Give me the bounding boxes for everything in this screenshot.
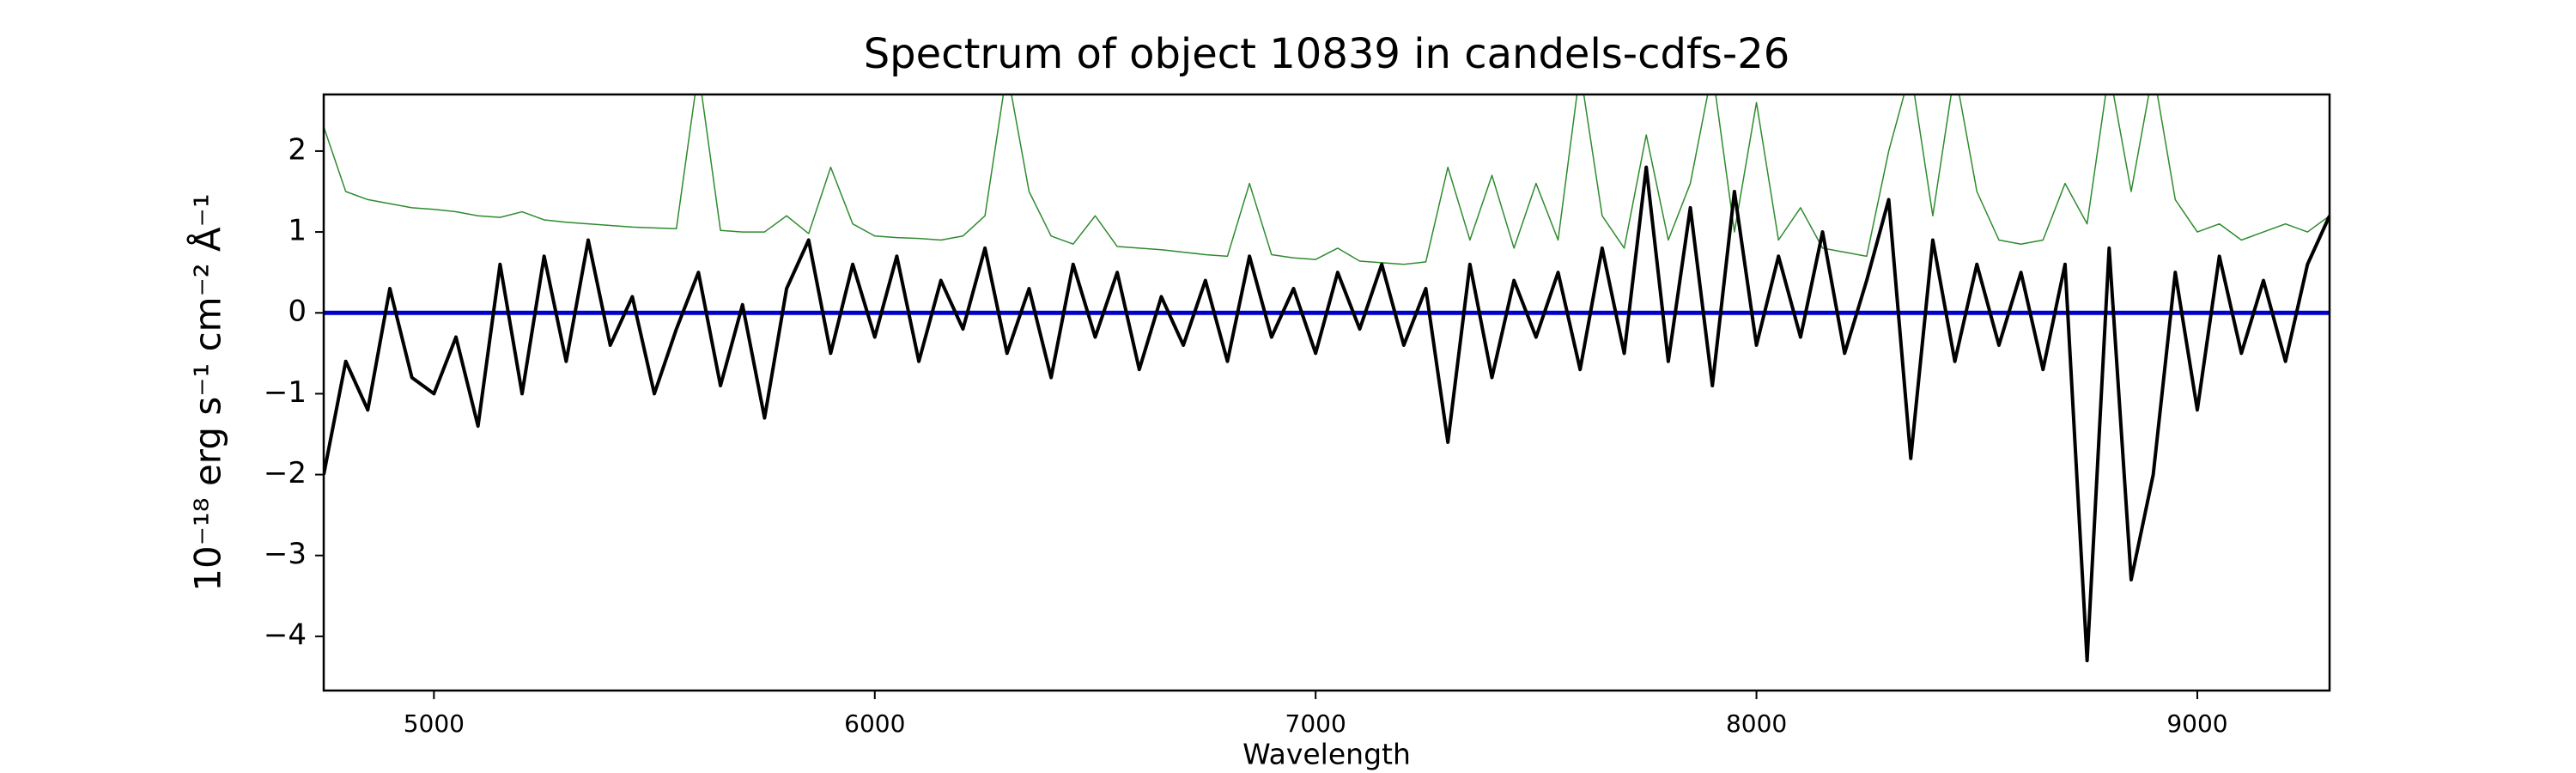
x-tick-label: 6000 xyxy=(844,709,905,738)
y-tick-label: 0 xyxy=(288,295,307,329)
spectrum-line xyxy=(324,165,2330,663)
y-tick-label: −2 xyxy=(264,456,307,490)
x-axis-label: Wavelength xyxy=(1242,738,1411,771)
x-tick-label: 5000 xyxy=(404,709,465,738)
y-tick-label: −3 xyxy=(264,537,307,571)
y-tick-label: 2 xyxy=(288,132,307,167)
y-tick-label: −4 xyxy=(264,618,307,652)
x-tick-label: 9000 xyxy=(2166,709,2227,738)
chart-title: Spectrum of object 10839 in candels-cdfs… xyxy=(864,30,1790,78)
axes-frame xyxy=(322,93,2331,692)
y-tick-label: 1 xyxy=(288,214,307,248)
y-tick-label: −1 xyxy=(264,375,307,410)
x-tick-label: 7000 xyxy=(1285,709,1346,738)
plot-area xyxy=(324,94,2330,663)
x-tick-label: 8000 xyxy=(1726,709,1787,738)
y-axis-label: 10⁻¹⁸ erg s⁻¹ cm⁻² Å⁻¹ xyxy=(186,193,229,591)
spectrum-line xyxy=(324,94,2330,265)
